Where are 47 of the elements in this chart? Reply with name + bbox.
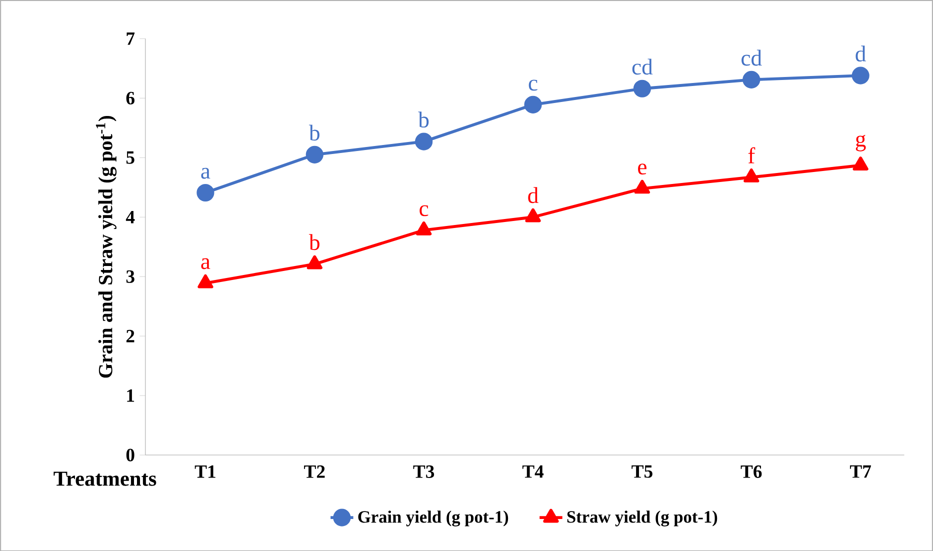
point: [415, 132, 433, 150]
point: [306, 146, 324, 164]
point: [633, 80, 651, 98]
y-tick-label: 3: [126, 270, 134, 283]
point: [634, 180, 650, 194]
y-tick-label: 7: [126, 32, 135, 45]
y-tick-label: 0: [126, 448, 134, 462]
point: [306, 255, 322, 270]
y-tick-label: 4: [126, 210, 135, 224]
point: [852, 156, 868, 170]
y-axis-title: Grain and Straw yield (g pot$^{-1}$): [96, 116, 117, 378]
point: [198, 274, 214, 288]
annotation: e: [638, 163, 646, 174]
annotation: d: [528, 186, 538, 203]
annotation: b: [308, 124, 320, 140]
x-tick-label: T3: [413, 465, 434, 478]
point: [742, 70, 760, 88]
annotation: d: [856, 45, 866, 62]
point: [196, 184, 214, 202]
legend-label: Straw yield (g pot-1): [567, 510, 718, 526]
annotation: b: [418, 111, 429, 128]
x-tick-label: T4: [522, 465, 544, 478]
annotation: f: [748, 147, 756, 164]
y-tick-label: 1: [127, 389, 134, 402]
point: [525, 208, 541, 222]
annotation: cd: [742, 50, 762, 66]
annotation: c: [420, 205, 428, 216]
y-tick-label: 5: [126, 151, 134, 164]
annotation: cd: [632, 58, 653, 74]
y-tick-label: 2: [126, 330, 134, 342]
annotation: c: [528, 80, 538, 90]
y-tick-label: 6: [126, 92, 134, 104]
annotation: a: [201, 258, 210, 269]
x-axis-title: Treatments: [54, 472, 156, 486]
x-tick-label: T6: [740, 465, 762, 478]
x-tick-label: T1: [194, 465, 216, 478]
point: [852, 66, 870, 84]
x-tick-label: T7: [850, 465, 871, 478]
annotation: b: [308, 234, 320, 250]
point: [416, 221, 432, 236]
legend-label: Grain yield (g pot-1): [358, 510, 508, 526]
annotation: a: [201, 168, 210, 179]
point: [524, 96, 542, 114]
x-tick-label: T5: [632, 465, 652, 478]
annotation: g: [856, 134, 866, 152]
x-tick-label: T2: [304, 465, 325, 478]
point: [744, 168, 760, 182]
